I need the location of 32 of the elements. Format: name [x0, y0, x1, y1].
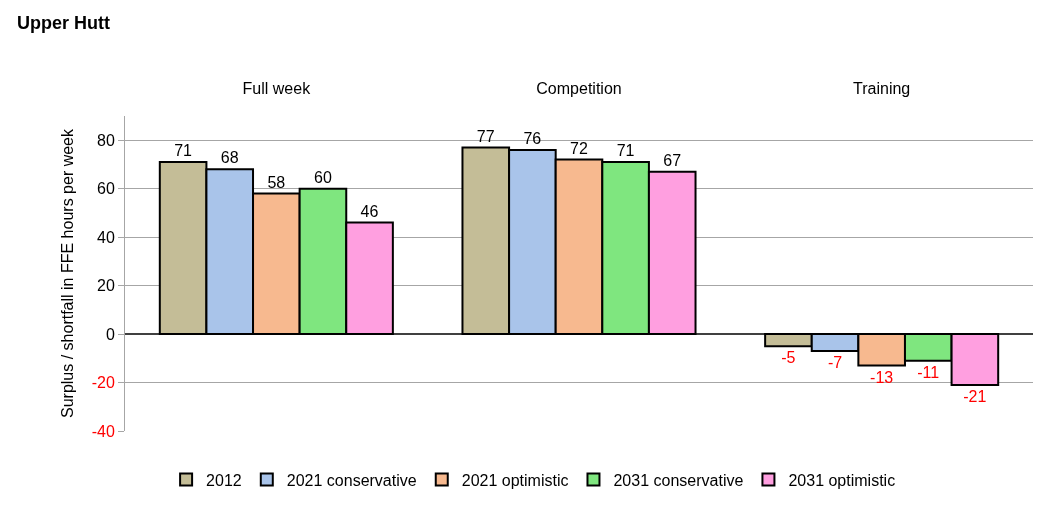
legend-label: 2031 optimistic	[788, 471, 896, 489]
data-label: 58	[267, 173, 286, 191]
legend-label: 2031 conservative	[613, 471, 744, 489]
data-label: 71	[174, 142, 193, 160]
data-label: -13	[870, 368, 894, 386]
data-label: 46	[360, 202, 379, 220]
y-tick-label: 80	[97, 131, 115, 149]
y-tick-label: -20	[91, 374, 115, 392]
data-label: 76	[523, 129, 542, 147]
data-label: 71	[616, 142, 635, 160]
data-label: 68	[220, 149, 239, 167]
data-label: 60	[314, 168, 332, 186]
data-label: -21	[963, 387, 987, 405]
x-tick-label: Competition	[536, 79, 622, 97]
y-tick-label: -40	[91, 422, 115, 440]
x-tick-label: Full week	[242, 79, 312, 97]
y-tick-label: 0	[105, 325, 115, 343]
y-axis-title: Surplus / shortfall in FFE hours per week	[58, 128, 76, 419]
y-tick-label: 60	[97, 180, 115, 198]
data-label: 77	[476, 127, 495, 145]
x-tick-label: Training	[853, 79, 911, 97]
y-tick-label: 40	[97, 228, 115, 246]
data-label: -7	[827, 354, 843, 372]
data-label: 67	[663, 151, 682, 169]
data-label: 72	[570, 139, 588, 157]
legend-label: 2021 optimistic	[461, 471, 569, 489]
legend-label: 2012	[206, 471, 242, 489]
chart-title: Upper Hutt	[17, 12, 110, 33]
y-tick-label: 20	[97, 277, 115, 295]
data-label: -5	[781, 349, 796, 367]
data-label: -11	[917, 363, 940, 381]
legend-label: 2021 conservative	[286, 471, 417, 489]
